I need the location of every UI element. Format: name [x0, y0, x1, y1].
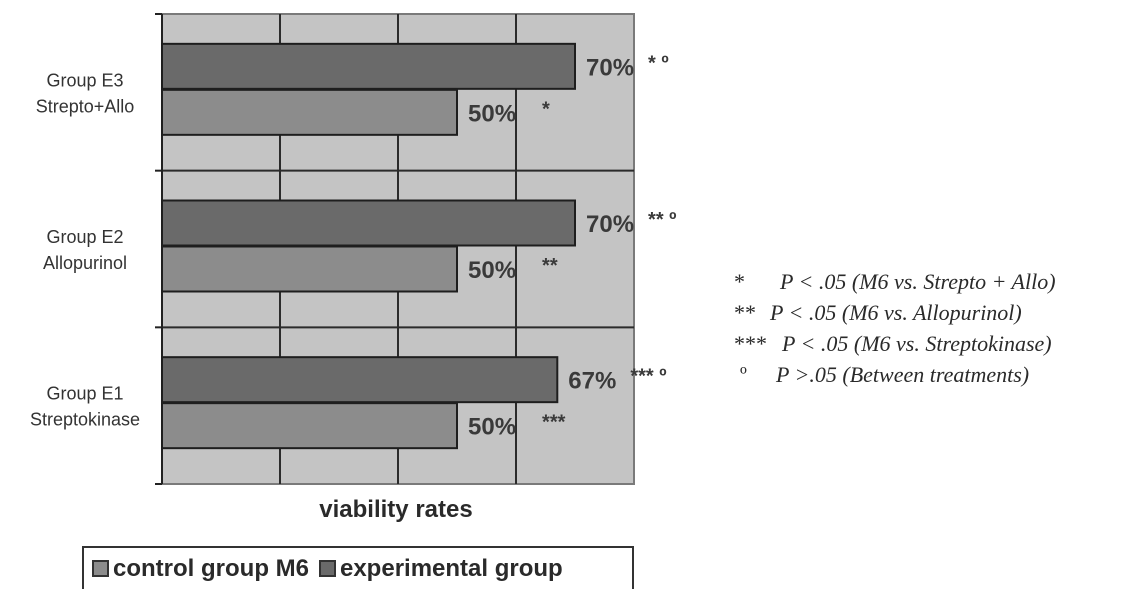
category-label: Group E1 Streptokinase — [30, 384, 140, 430]
legend-swatch-control — [92, 560, 109, 577]
category-label-line: Group E1 — [46, 384, 123, 404]
significance-notes: * P < .05 (M6 vs. Strepto + Allo) ** P <… — [734, 266, 1129, 390]
legend-item-control: control group M6 — [92, 555, 309, 583]
significance-marker: *** — [542, 412, 566, 434]
y-axis — [155, 13, 163, 485]
bar-experimental — [161, 42, 576, 90]
bar-value-label: 70% — [586, 211, 634, 238]
legend: control group M6 experimental group — [82, 546, 634, 589]
legend-label-experimental: experimental group — [339, 554, 563, 582]
significance-marker: ** º — [648, 209, 676, 231]
bar-value-label: 50% — [468, 414, 516, 441]
bar-control — [161, 402, 458, 450]
note-row: * P < .05 (M6 vs. Strepto + Allo) — [734, 266, 1129, 297]
note-row: *** P < .05 (M6 vs. Streptokinase) — [734, 328, 1129, 359]
bar-control — [161, 88, 458, 136]
category-label-line: Streptokinase — [30, 410, 140, 430]
bar-value-label: 50% — [468, 100, 516, 127]
category-label-line: Group E3 — [46, 70, 123, 90]
bar-labels: 70% * º 50% * 70% ** º 50% ** 67% *** º 50% *** — [468, 52, 676, 440]
note-mark: * — [734, 269, 745, 294]
note-mark: ** — [734, 300, 756, 325]
significance-marker: * — [542, 98, 550, 120]
note-row: º P >.05 (Between treatments) — [734, 359, 1129, 390]
legend-item-experimental: experimental group — [318, 554, 563, 583]
bar-experimental — [161, 199, 576, 247]
significance-marker: ** — [542, 255, 558, 277]
bar-value-label: 67% — [568, 368, 616, 395]
category-label-line: Strepto+Allo — [36, 96, 135, 116]
bars — [161, 42, 576, 450]
category-label-line: Group E2 — [46, 227, 123, 247]
note-text: P < .05 (M6 vs. Streptokinase) — [782, 331, 1052, 356]
note-mark: *** — [734, 331, 767, 356]
note-row: ** P < .05 (M6 vs. Allopurinol) — [734, 297, 1129, 328]
legend-label-control: control group M6 — [113, 554, 309, 582]
note-text: P >.05 (Between treatments) — [776, 362, 1030, 387]
note-text: P < .05 (M6 vs. Allopurinol) — [770, 300, 1022, 325]
note-mark: º — [740, 362, 747, 387]
bar-value-label: 70% — [586, 54, 634, 81]
bar-control — [161, 245, 458, 293]
note-text: P < .05 (M6 vs. Strepto + Allo) — [780, 269, 1056, 294]
category-label-line: Allopurinol — [43, 253, 127, 273]
x-axis-title: viability rates — [319, 496, 472, 523]
bar-experimental — [161, 356, 559, 404]
category-label: Group E3 Strepto+Allo — [36, 70, 135, 116]
significance-marker: *** º — [630, 366, 666, 388]
category-label: Group E2 Allopurinol — [43, 227, 127, 273]
bar-value-label: 50% — [468, 257, 516, 284]
legend-swatch-experimental — [318, 560, 336, 577]
significance-marker: * º — [648, 52, 669, 74]
